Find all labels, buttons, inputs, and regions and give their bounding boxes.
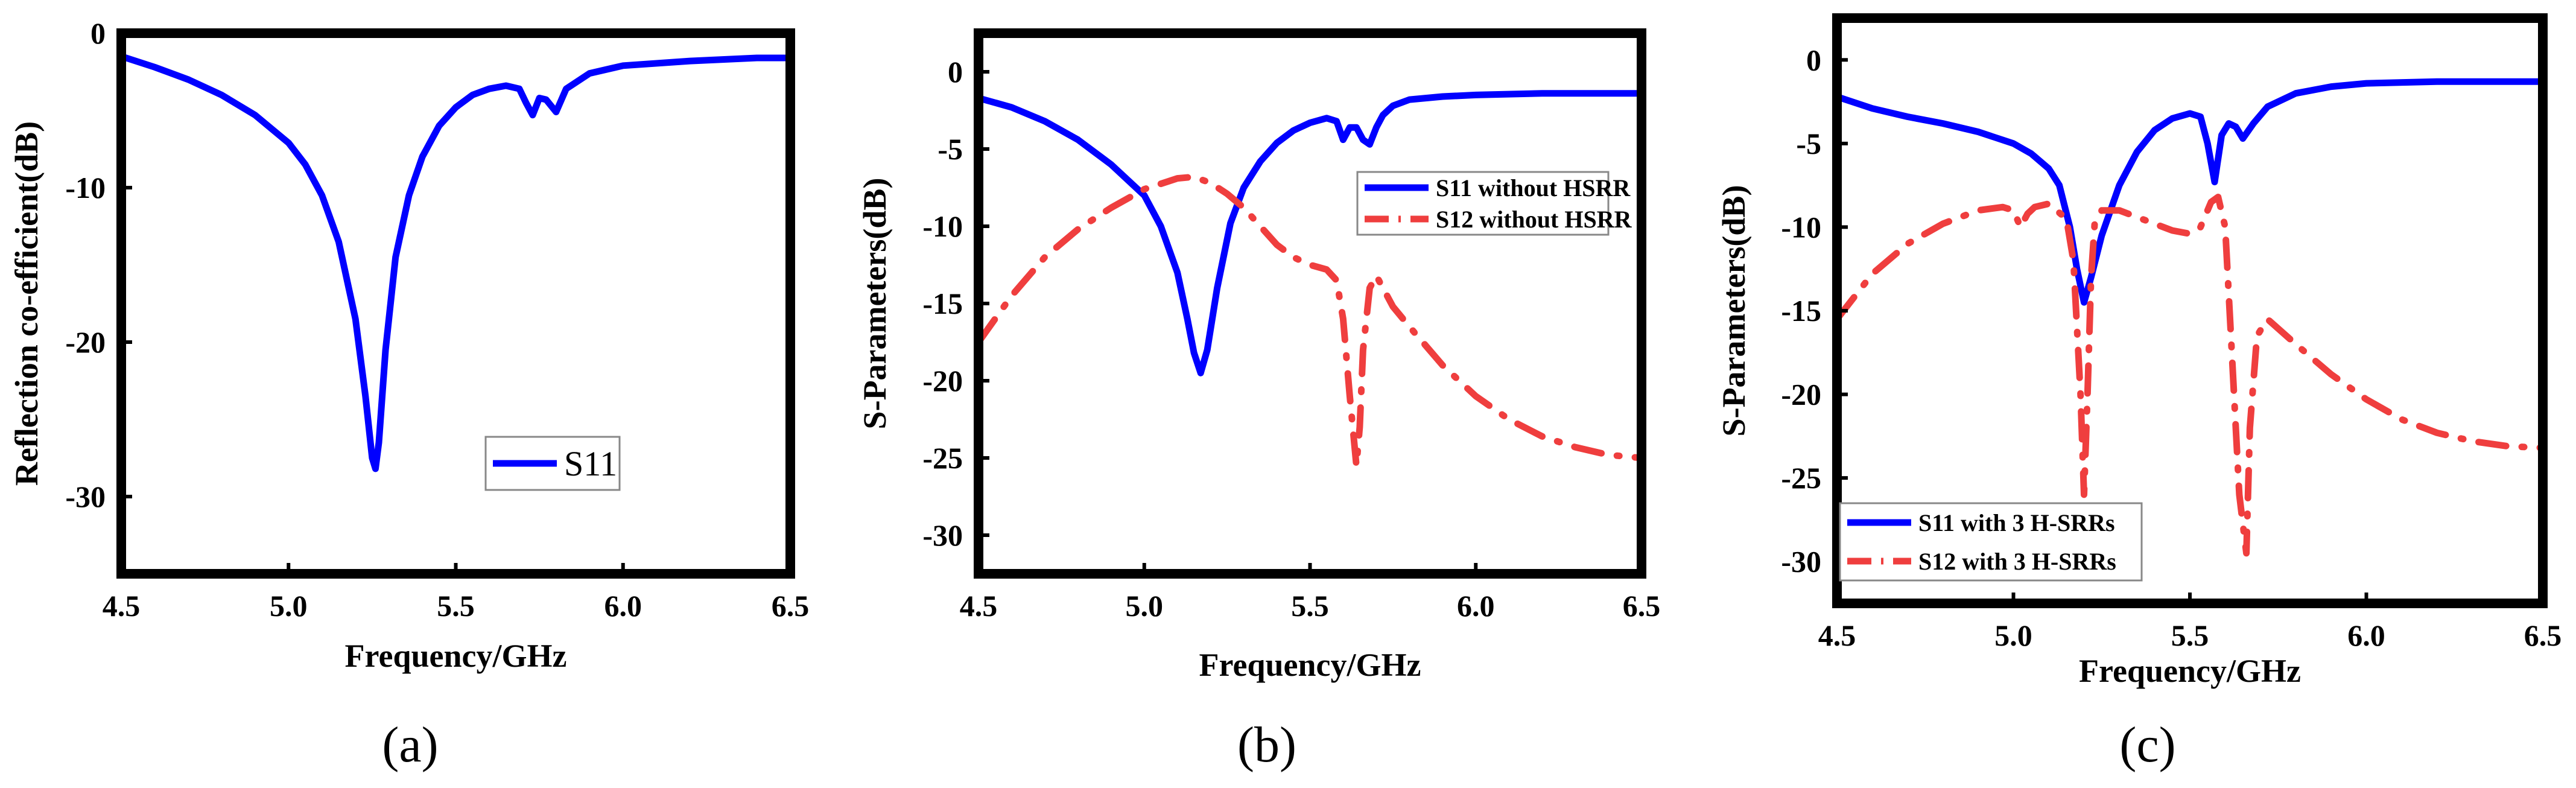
y-tick-label: -20 [1781, 378, 1821, 411]
legend-label: S11 [564, 444, 617, 483]
y-tick-label: -20 [922, 364, 963, 398]
x-tick-label: 6.5 [772, 589, 810, 623]
legend-box [484, 436, 621, 491]
x-tick-label: 4.5 [960, 589, 998, 623]
legend-label: S12 with 3 H-SRRs [1918, 548, 2116, 575]
y-tick-label: -25 [922, 441, 963, 475]
y-tick-label: -25 [1781, 461, 1821, 495]
x-tick-label: 5.0 [1994, 618, 2032, 652]
x-axis-label: Frequency/GHz [2079, 653, 2301, 689]
series-line-2 [1837, 194, 2543, 557]
y-tick-label: 0 [90, 16, 106, 50]
subfigure-caption: (b) [1237, 717, 1296, 773]
x-tick-label: 6.5 [1623, 589, 1661, 623]
x-tick-label: 5.5 [437, 589, 475, 623]
y-tick-label: -10 [65, 171, 106, 205]
legend-label: S12 without HSRR [1436, 206, 1632, 233]
series-line-2 [979, 173, 1642, 469]
y-tick-label: -30 [65, 480, 106, 513]
x-tick-label: 5.5 [2171, 618, 2209, 652]
x-tick-label: 6.0 [1457, 589, 1495, 623]
series-line-1 [1837, 78, 2543, 306]
subfigure-caption: (a) [382, 717, 438, 773]
legend: S11 with 3 H-SRRs S12 with 3 H-SRRs [1839, 502, 2143, 582]
y-tick-label: -15 [1781, 294, 1821, 328]
subfigure-caption: (c) [2119, 717, 2175, 773]
y-tick-label: -30 [1781, 545, 1821, 579]
x-tick-label: 6.0 [2347, 618, 2385, 652]
y-axis-label: S-Parameters(dB) [1716, 185, 1752, 437]
chart-2: 4.5 5.0 5.5 6.0 6.5 0 -5 -10 -15 -20 -25 -30 Frequen… [857, 28, 1661, 773]
legend-box [1356, 171, 1610, 236]
x-axis-label: Frequency/GHz [1199, 647, 1421, 683]
x-tick-label: 6.0 [604, 589, 642, 623]
x-axis-label: Frequency/GHz [345, 638, 567, 674]
x-tick-label: 5.0 [270, 589, 308, 623]
y-tick-label: 0 [948, 55, 963, 89]
y-tick-label: -20 [65, 325, 106, 359]
y-tick-label: -10 [922, 209, 963, 243]
y-axis-label: S-Parameters(dB) [857, 178, 893, 430]
chart-1: 4.5 5.0 5.5 6.0 6.5 0 -10 -20 -30 Frequency/GHz Re… [8, 16, 809, 773]
legend-label: S11 without HSRR [1436, 174, 1631, 202]
series-line-1 [979, 90, 1642, 377]
x-tick-label: 6.5 [2524, 618, 2562, 652]
series-line-1 [121, 52, 790, 472]
x-tick-label: 4.5 [103, 589, 141, 623]
legend: S11 [484, 436, 621, 491]
plot-frame [116, 28, 795, 579]
y-tick-label: 0 [1806, 43, 1821, 77]
x-tick-label: 5.0 [1126, 589, 1164, 623]
y-tick-label: -5 [1796, 127, 1821, 160]
chart-3: 4.5 5.0 5.5 6.0 6.5 0 -5 -10 -15 -20 -25 -30 Frequen… [1716, 13, 2562, 773]
legend-label: S11 with 3 H-SRRs [1918, 509, 2115, 536]
y-tick-label: -30 [922, 518, 963, 552]
x-tick-label: 5.5 [1291, 589, 1329, 623]
plot-frame [974, 28, 1646, 579]
legend: S11 without HSRR S12 without HSRR [1356, 171, 1632, 236]
legend-box [1839, 502, 2143, 582]
x-tick-label: 4.5 [1818, 618, 1856, 652]
y-tick-label: -5 [937, 132, 963, 166]
y-tick-label: -15 [922, 287, 963, 320]
y-axis-label: Reflection co-efficient(dB) [8, 121, 45, 486]
y-tick-label: -10 [1781, 210, 1821, 244]
